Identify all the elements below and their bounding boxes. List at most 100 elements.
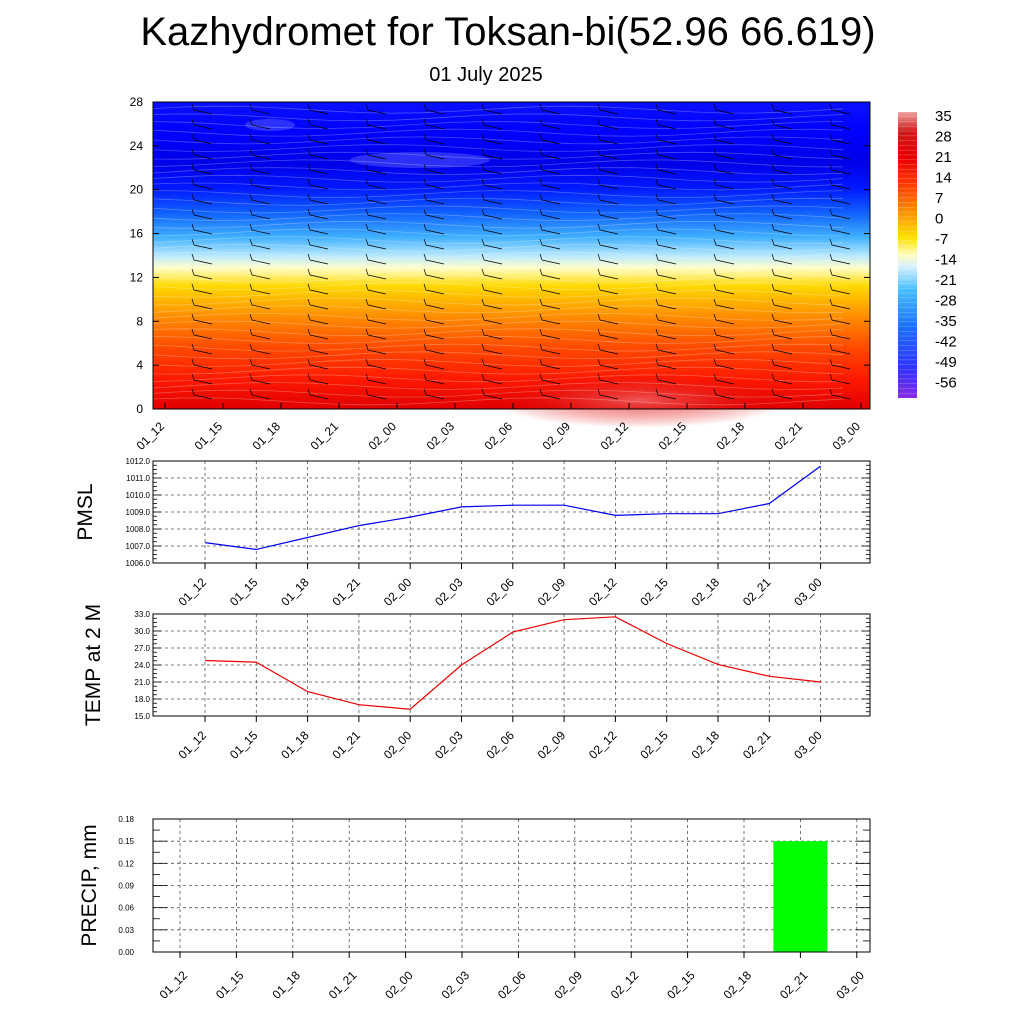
wind-barb bbox=[423, 223, 445, 235]
contour-line bbox=[152, 359, 844, 367]
wind-barb bbox=[771, 238, 793, 250]
x-tick-label: 02_21 bbox=[772, 419, 806, 453]
contour-line bbox=[152, 312, 844, 321]
x-tick-label: 01_21 bbox=[326, 968, 360, 1002]
x-tick-label: 01_12 bbox=[157, 968, 191, 1002]
x-tick-label: 02_12 bbox=[586, 728, 620, 762]
wind-barb bbox=[829, 283, 851, 295]
wind-barb bbox=[481, 148, 503, 160]
contour-line bbox=[152, 351, 844, 360]
wind-barb bbox=[829, 358, 851, 370]
wind-barb bbox=[713, 223, 735, 235]
wind-barb bbox=[365, 178, 387, 190]
wind-barb bbox=[829, 163, 851, 175]
wind-barb bbox=[713, 148, 735, 160]
wind-barb bbox=[365, 328, 387, 340]
wind-barb bbox=[191, 238, 213, 250]
wind-barb bbox=[481, 238, 503, 250]
wind-barb bbox=[655, 223, 677, 235]
wind-barb bbox=[655, 118, 677, 130]
x-tick-label: 02_15 bbox=[637, 575, 671, 609]
wind-barb bbox=[365, 253, 387, 265]
wind-barb bbox=[365, 283, 387, 295]
colorbar-label: -49 bbox=[935, 354, 957, 371]
wind-barb bbox=[481, 388, 503, 400]
contour-line bbox=[152, 213, 844, 222]
x-tick-label: 02_09 bbox=[551, 968, 585, 1002]
contour-line bbox=[152, 228, 844, 237]
wind-barb bbox=[539, 343, 561, 355]
wind-barb bbox=[365, 148, 387, 160]
contour-line bbox=[152, 182, 844, 191]
wind-barb bbox=[423, 283, 445, 295]
y-tick-label: 28 bbox=[130, 95, 144, 109]
y-tick-label: 1008.0 bbox=[126, 525, 151, 534]
x-tick-label: 01_18 bbox=[269, 968, 303, 1002]
x-tick-label: 02_18 bbox=[721, 968, 755, 1002]
wind-barb bbox=[655, 373, 677, 385]
y-tick-label: 1006.0 bbox=[126, 559, 151, 568]
wind-barb bbox=[249, 133, 271, 145]
wind-barb bbox=[423, 343, 445, 355]
wind-barb bbox=[655, 388, 677, 400]
wind-barb bbox=[539, 208, 561, 220]
wind-barb bbox=[655, 328, 677, 340]
temp-panel: 15.0 18.0 21.0 24.0 27.0 30.0 33.0 01_12 01_15 01… bbox=[82, 604, 871, 762]
wind-barb bbox=[539, 103, 561, 115]
wind-barb bbox=[423, 268, 445, 280]
wind-barb bbox=[771, 313, 793, 325]
x-tick-label: 02_12 bbox=[608, 968, 642, 1002]
wind-barb bbox=[423, 163, 445, 175]
wind-barb bbox=[771, 163, 793, 175]
wind-barb bbox=[191, 223, 213, 235]
y-tick-label: 4 bbox=[136, 358, 143, 372]
y-tick-label: 0.03 bbox=[118, 926, 134, 935]
wind-barb bbox=[829, 238, 851, 250]
wind-barb bbox=[771, 193, 793, 205]
wind-barb bbox=[481, 208, 503, 220]
wind-barb bbox=[597, 253, 619, 265]
y-tick-label: 12 bbox=[130, 270, 144, 284]
wind-barb bbox=[423, 118, 445, 130]
contour-line bbox=[152, 151, 844, 160]
y-tick-label: 21.0 bbox=[134, 678, 150, 687]
wind-barb bbox=[713, 208, 735, 220]
precip-panel: 0.00 0.03 0.06 0.09 0.12 0.15 0.18 01_12 01_15 01… bbox=[78, 815, 871, 1002]
wind-barb bbox=[191, 283, 213, 295]
wind-barb bbox=[249, 343, 271, 355]
contour-line bbox=[152, 259, 844, 268]
wind-barb bbox=[655, 208, 677, 220]
chart-subtitle: 01 July 2025 bbox=[429, 64, 543, 86]
wind-barb bbox=[423, 208, 445, 220]
wind-barb bbox=[829, 223, 851, 235]
y-tick-label: 16 bbox=[130, 227, 144, 241]
wind-barb bbox=[539, 373, 561, 385]
wind-barb bbox=[249, 373, 271, 385]
wind-barb bbox=[539, 148, 561, 160]
wind-barb bbox=[713, 358, 735, 370]
wind-barb bbox=[771, 268, 793, 280]
x-tick-label: 02_15 bbox=[637, 728, 671, 762]
colorbar-label: 14 bbox=[935, 170, 952, 187]
contour-line bbox=[152, 328, 844, 337]
wind-barb bbox=[423, 238, 445, 250]
wind-barb bbox=[829, 313, 851, 325]
wind-barb bbox=[597, 133, 619, 145]
wind-barb bbox=[423, 178, 445, 190]
wind-barb bbox=[307, 133, 329, 145]
wind-barb bbox=[365, 208, 387, 220]
wind-barb bbox=[597, 163, 619, 175]
wind-barb bbox=[655, 163, 677, 175]
cross-section-panel: 0 4 8 12 16 20 24 28 01_12 01_15 01_18 01_21 02_00 02… bbox=[130, 95, 871, 453]
wind-barb bbox=[249, 103, 271, 115]
contour-line bbox=[152, 382, 844, 390]
x-tick-label: 01_15 bbox=[192, 419, 226, 453]
x-tick-label: 02_03 bbox=[432, 728, 466, 762]
x-tick-label: 02_06 bbox=[495, 968, 529, 1002]
wind-barb bbox=[191, 133, 213, 145]
heatmap-cold-patch bbox=[350, 152, 490, 168]
contour-line bbox=[152, 320, 844, 329]
precip-frame bbox=[152, 818, 871, 953]
x-tick-label: 02_09 bbox=[535, 575, 569, 609]
wind-barb bbox=[365, 373, 387, 385]
